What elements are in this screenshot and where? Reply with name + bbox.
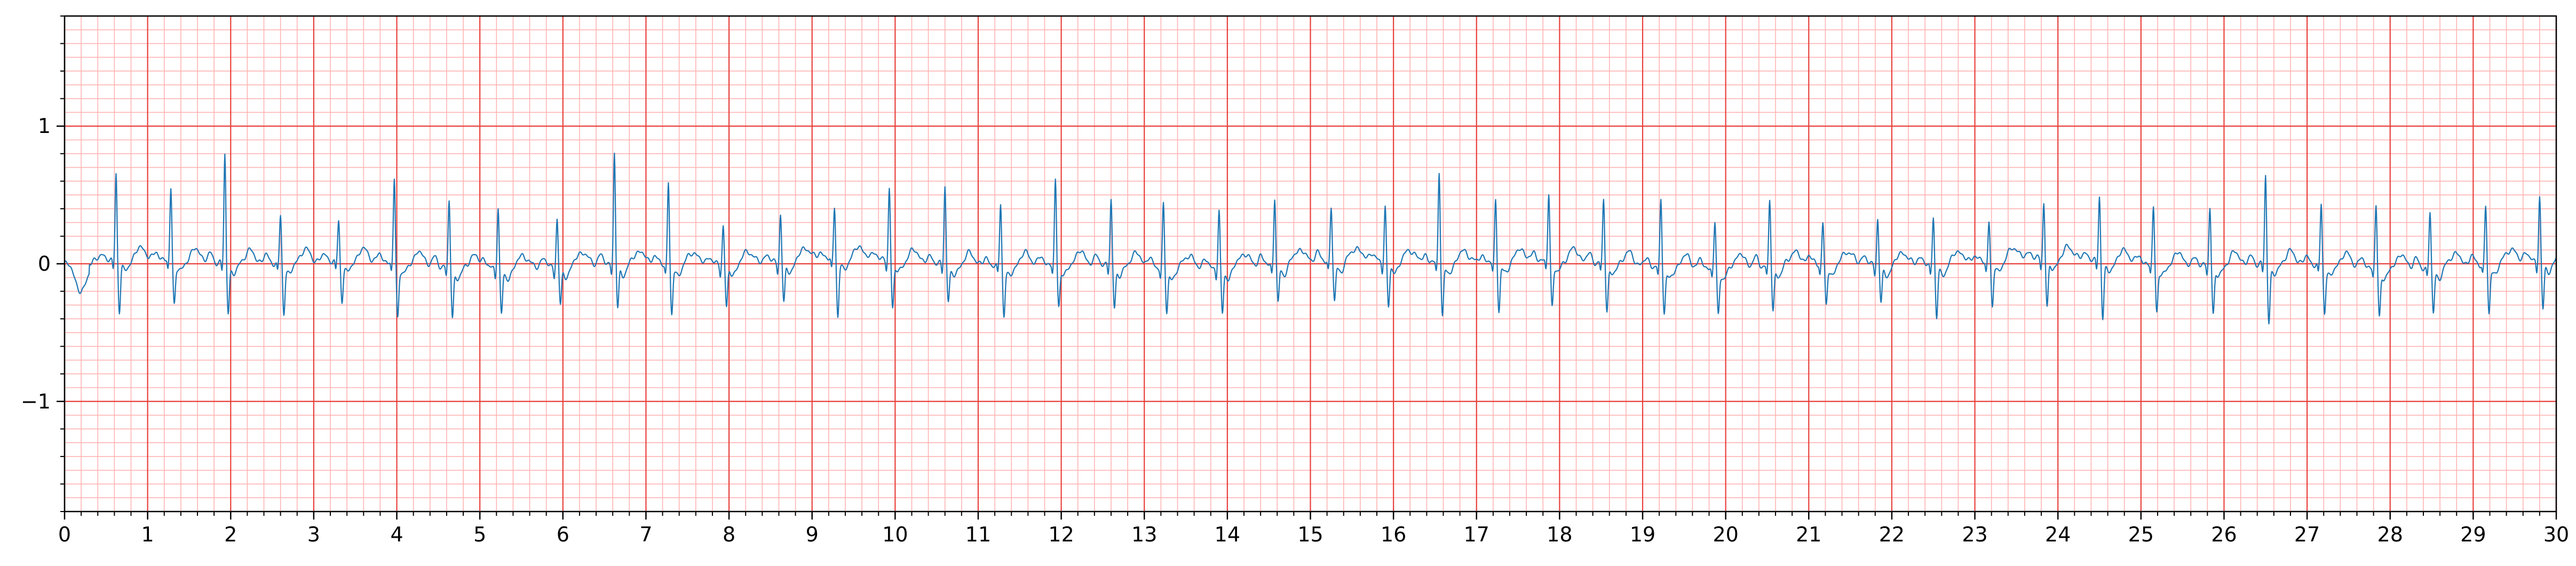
x-tick-label: 19	[1630, 523, 1655, 546]
x-tick-label: 21	[1796, 523, 1821, 546]
trace-layer	[64, 152, 2557, 325]
x-tick-label: 2	[224, 523, 237, 546]
y-axis: −1 0 1	[21, 15, 65, 512]
x-tick-label: 15	[1297, 523, 1323, 546]
x-tick-label: 16	[1381, 523, 1406, 546]
x-tick-label: 17	[1464, 523, 1489, 546]
ecg-trace-line	[64, 152, 2557, 325]
x-tick-label: 14	[1215, 523, 1240, 546]
x-tick-label: 10	[882, 523, 908, 546]
x-tick-label: 9	[806, 523, 819, 546]
x-tick-label: 0	[58, 523, 71, 546]
x-tick-label: 11	[965, 523, 991, 546]
x-tick-label: 6	[557, 523, 569, 546]
x-tick-label: 26	[2211, 523, 2237, 546]
x-tick-label: 12	[1048, 523, 1074, 546]
x-tick-label: 22	[1879, 523, 1905, 546]
x-tick-label: 23	[1962, 523, 1987, 546]
x-tick-label: 8	[723, 523, 735, 546]
y-tick-label: 1	[38, 114, 51, 138]
y-tick-label: −1	[21, 390, 51, 413]
x-axis: 0 1 2 3 4 5 6 7 8 9 10 11 12 13 14 15 16 17 18 19 20 21 22 23 24…	[58, 512, 2569, 546]
x-tick-label: 1	[141, 523, 154, 546]
x-tick-label: 27	[2294, 523, 2320, 546]
x-tick-label: 29	[2460, 523, 2486, 546]
x-tick-label: 13	[1131, 523, 1157, 546]
x-tick-label: 18	[1547, 523, 1572, 546]
x-tick-label: 25	[2128, 523, 2154, 546]
x-tick-label: 5	[473, 523, 486, 546]
y-tick-label: 0	[38, 252, 51, 276]
x-tick-label: 3	[307, 523, 320, 546]
x-tick-label: 4	[390, 523, 403, 546]
x-tick-label: 24	[2045, 523, 2071, 546]
x-tick-label: 30	[2543, 523, 2569, 546]
x-tick-label: 28	[2377, 523, 2403, 546]
major-grid	[64, 16, 2557, 512]
x-tick-label: 20	[1713, 523, 1738, 546]
x-tick-label: 7	[639, 523, 652, 546]
